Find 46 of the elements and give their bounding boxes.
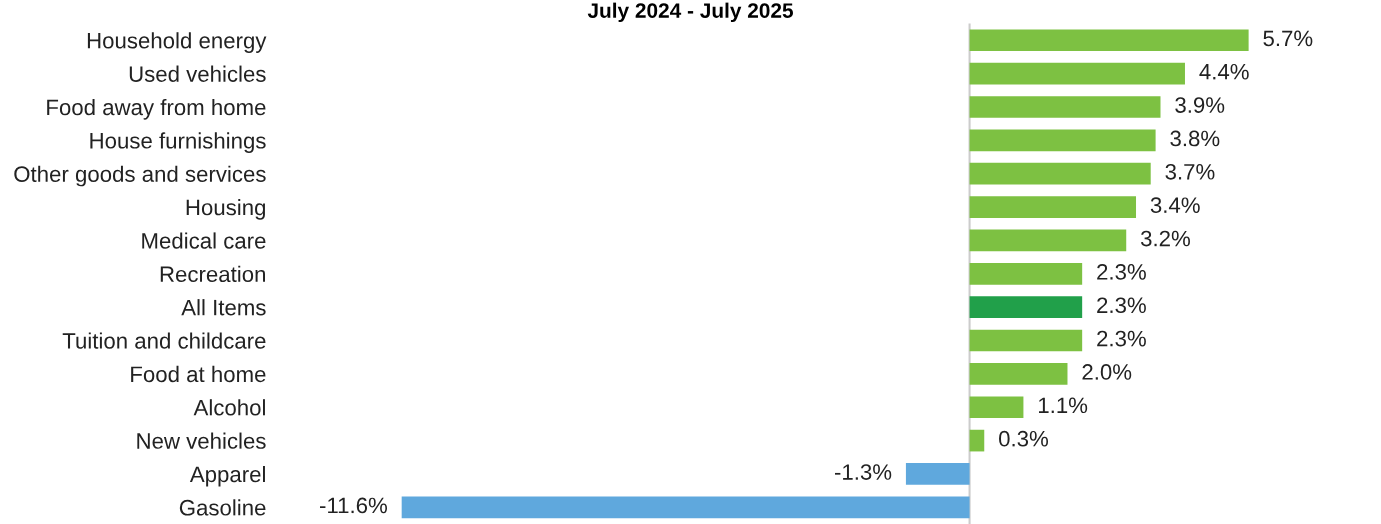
bar	[969, 229, 1127, 252]
y-tick-label: Household energy	[87, 32, 267, 53]
bar	[969, 29, 1249, 52]
y-tick-label: New vehicles	[137, 432, 266, 449]
chart-title: July 2024 - July 2025	[587, 2, 794, 23]
y-tick-label: Housing	[186, 199, 266, 220]
bar	[969, 363, 1068, 385]
y-tick-label: Food away from home	[47, 98, 266, 120]
bar	[969, 62, 1185, 85]
data-label: 2.3%	[1097, 330, 1146, 347]
data-label: 1.1%	[1039, 397, 1088, 414]
data-label: 3.2%	[1140, 230, 1190, 247]
data-label: 3.4%	[1150, 197, 1200, 214]
y-tick-label: All Items	[181, 299, 266, 316]
y-tick-label: Tuition and childcare	[62, 332, 266, 349]
y-tick-label: Alcohol	[193, 399, 265, 416]
bar	[969, 129, 1156, 152]
bar	[969, 262, 1083, 285]
bar	[969, 96, 1161, 118]
data-label: 3.9%	[1175, 97, 1225, 113]
data-label: 0.3%	[999, 430, 1048, 447]
data-label: 2.3%	[1097, 297, 1146, 314]
y-tick-label: Used vehicles	[129, 65, 266, 82]
bar	[905, 463, 970, 485]
bar	[969, 396, 1024, 419]
data-label: -11.6%	[320, 497, 387, 514]
y-tick-label: Recreation	[160, 265, 265, 283]
y-tick-label: Medical care	[142, 232, 266, 249]
data-label: -1.3%	[834, 464, 892, 480]
data-label: 3.8%	[1170, 130, 1220, 147]
bar	[969, 429, 985, 452]
bar	[969, 196, 1137, 218]
y-tick-label: Other goods and services	[14, 165, 266, 187]
bar	[969, 329, 1083, 352]
data-label: 5.7%	[1263, 30, 1313, 47]
data-label: 2.0%	[1082, 364, 1132, 380]
bar	[401, 496, 970, 519]
data-label: 3.7%	[1165, 163, 1215, 180]
data-label: 2.3%	[1097, 264, 1146, 280]
data-label: 4.4%	[1199, 63, 1249, 80]
bar	[969, 162, 1151, 185]
y-tick-label: House furnishings	[90, 132, 266, 154]
y-tick-label: Apparel	[189, 465, 265, 487]
y-tick-label: Gasoline	[179, 499, 266, 516]
bar	[969, 296, 1083, 318]
y-tick-label: Food at home	[131, 365, 266, 383]
